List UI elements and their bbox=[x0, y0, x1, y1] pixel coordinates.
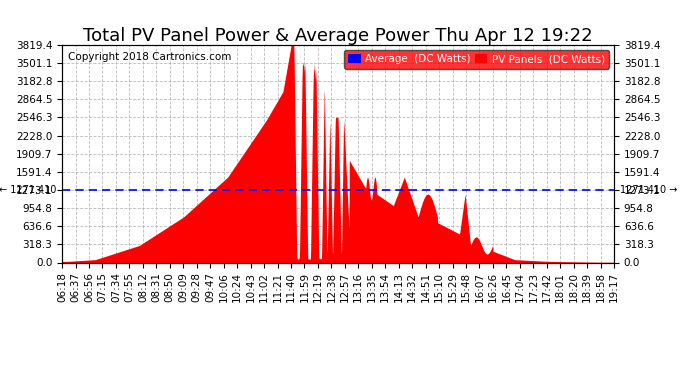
Text: 1271.410 →: 1271.410 → bbox=[620, 185, 677, 195]
Text: ← 1271.410: ← 1271.410 bbox=[0, 185, 57, 195]
Legend: Average  (DC Watts), PV Panels  (DC Watts): Average (DC Watts), PV Panels (DC Watts) bbox=[344, 50, 609, 69]
Title: Total PV Panel Power & Average Power Thu Apr 12 19:22: Total PV Panel Power & Average Power Thu… bbox=[83, 27, 593, 45]
Text: Copyright 2018 Cartronics.com: Copyright 2018 Cartronics.com bbox=[68, 51, 231, 62]
